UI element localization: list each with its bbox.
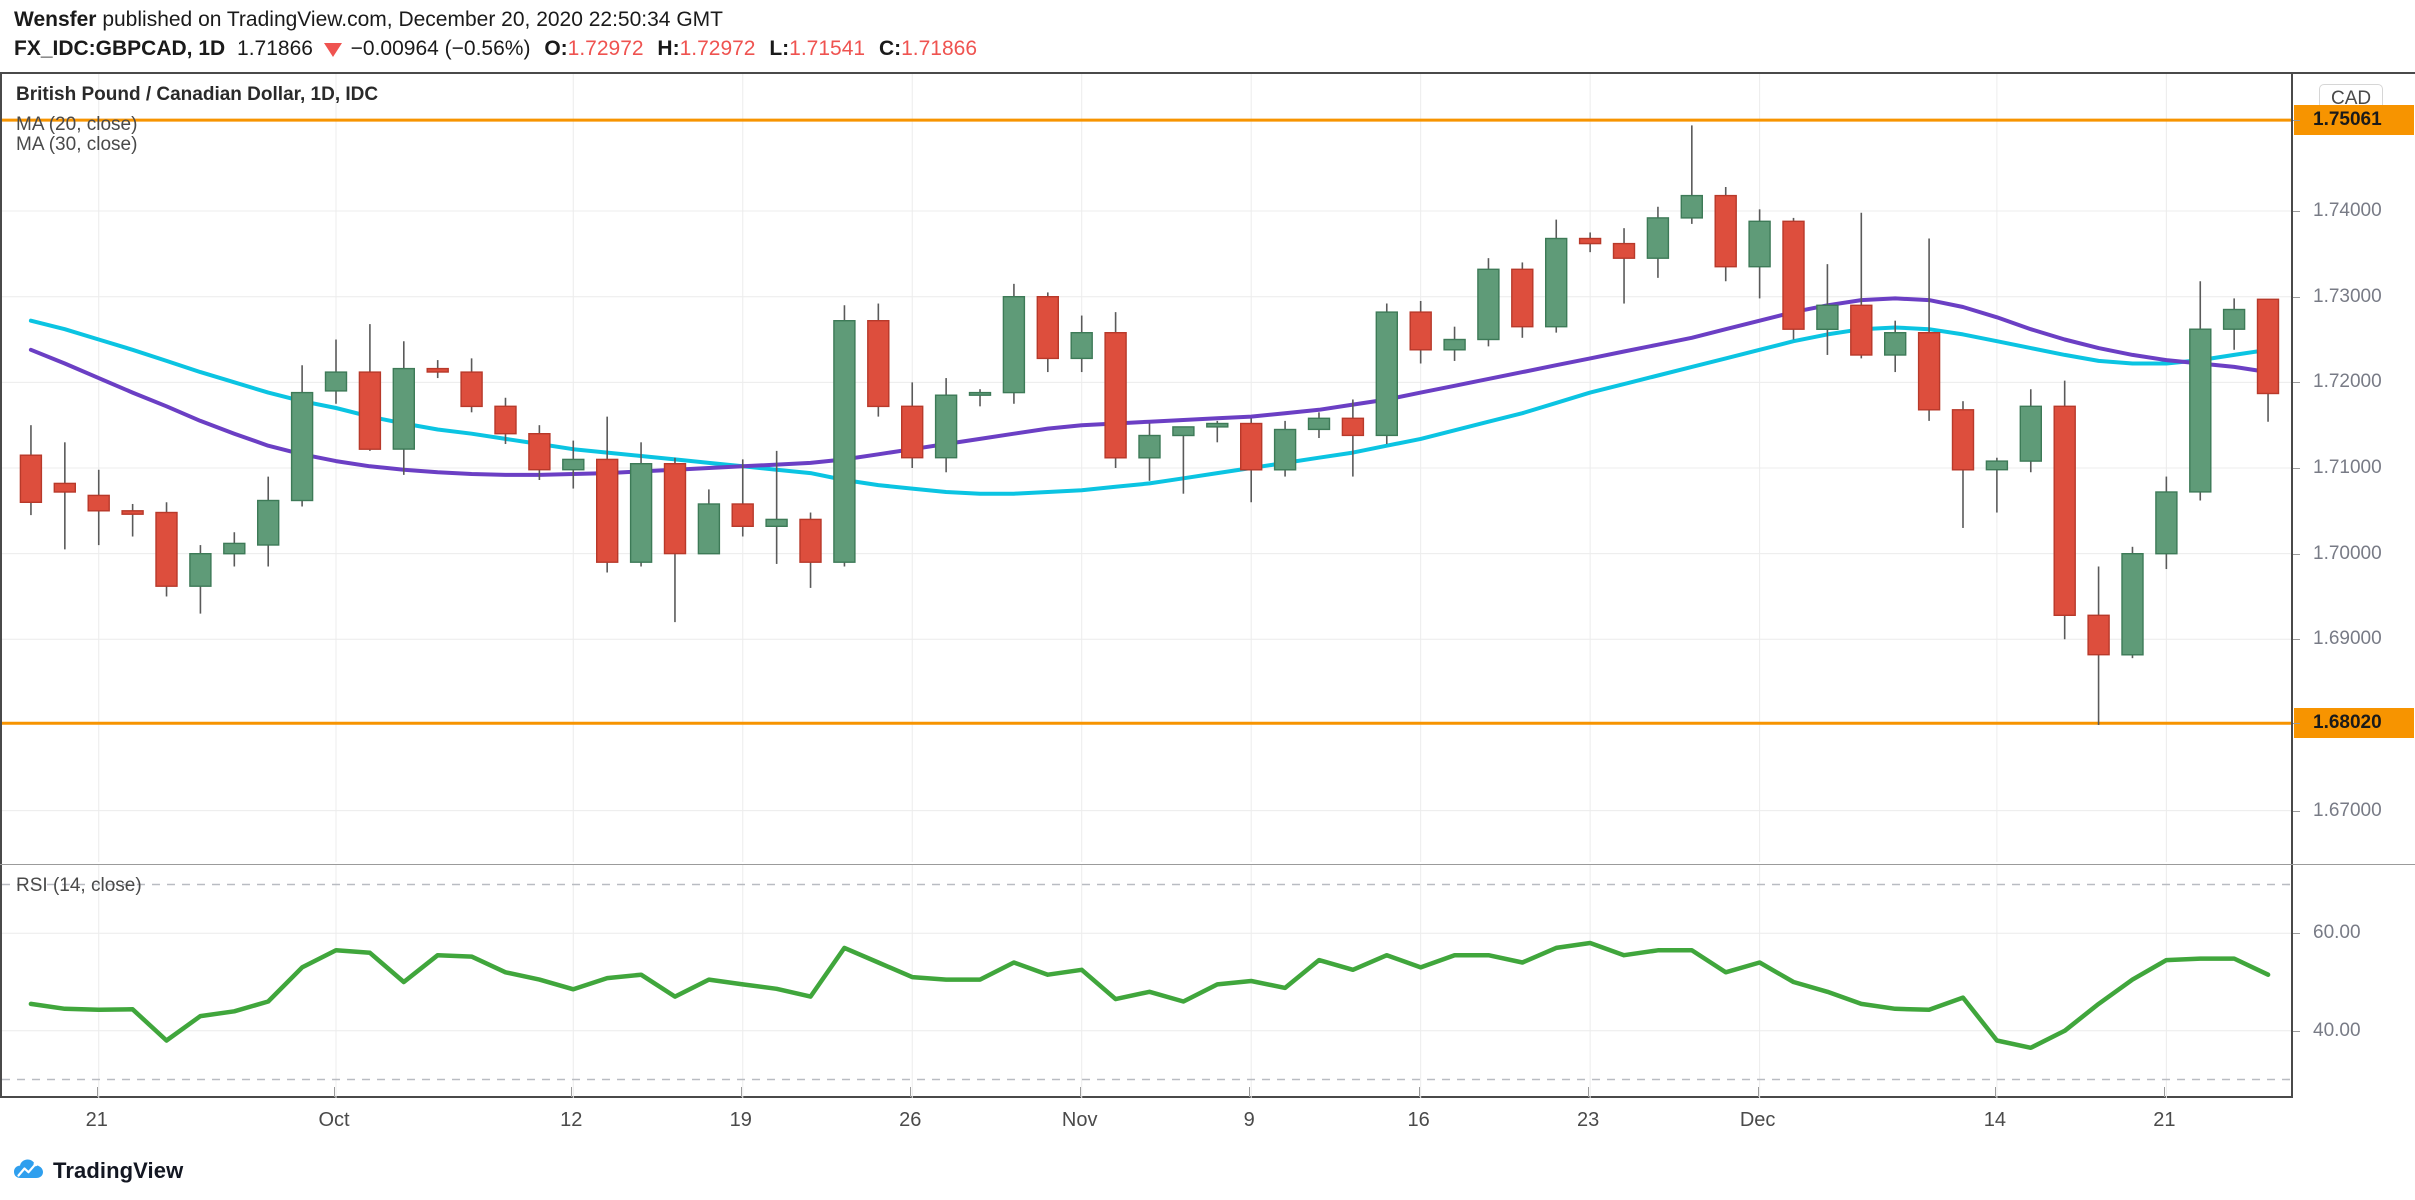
price-axis-label: 1.73000 xyxy=(2313,285,2382,307)
time-axis-tick xyxy=(1249,1087,1251,1097)
time-axis-label: Oct xyxy=(318,1109,350,1131)
price-axis-tick xyxy=(2293,553,2300,555)
high-value: 1.72972 xyxy=(679,37,756,61)
time-axis-tick xyxy=(1418,1087,1420,1097)
footer: TradingView xyxy=(14,1158,183,1184)
open-key: O: xyxy=(544,37,568,61)
publish-text: published on TradingView.com, December 2… xyxy=(102,8,723,31)
price-axis-tick xyxy=(2293,382,2300,384)
rsi-plot xyxy=(2,865,2291,1099)
brand-name: TradingView xyxy=(53,1158,184,1183)
time-axis-tick xyxy=(1757,1087,1759,1097)
time-axis-tick xyxy=(1588,1087,1590,1097)
rsi-axis-tick xyxy=(2293,1030,2300,1032)
open-value: 1.72972 xyxy=(567,37,644,61)
rsi-axis-label: 60.00 xyxy=(2313,922,2361,944)
time-axis-label: 19 xyxy=(729,1109,752,1131)
price-axis-tick xyxy=(2293,639,2300,641)
close-value: 1.71866 xyxy=(901,37,978,61)
low-key: L: xyxy=(769,37,790,61)
rsi-axis-tick xyxy=(2293,933,2300,935)
upper-price-line-badge[interactable]: 1.75061 xyxy=(2294,105,2414,136)
time-axis-label: 21 xyxy=(2153,1109,2176,1131)
price-axis[interactable]: CAD 1.74000 1.73000 1.72000 1.71000 1.70000 1… xyxy=(2293,74,2415,864)
triangle-down-icon xyxy=(323,43,342,58)
price-pane[interactable]: British Pound / Canadian Dollar, 1D, IDC… xyxy=(0,74,2293,864)
time-axis-label: Nov xyxy=(1061,1109,1098,1131)
price-axis-tick xyxy=(2293,468,2300,469)
price-axis-label: 1.67000 xyxy=(2313,799,2382,821)
price-line-tick xyxy=(2293,723,2300,725)
rsi-axis[interactable]: 60.00 40.00 xyxy=(2293,865,2415,1100)
candlestick-plot xyxy=(2,74,2291,862)
time-axis-label: 23 xyxy=(1577,1109,1600,1131)
low-value: 1.71541 xyxy=(789,37,866,61)
chart-frame: British Pound / Canadian Dollar, 1D, IDC… xyxy=(0,72,2415,1100)
time-axis-label: 21 xyxy=(85,1109,108,1131)
price-axis-label: 1.74000 xyxy=(2313,200,2382,222)
time-axis-label: 12 xyxy=(560,1109,583,1131)
time-axis[interactable]: 21 Oct 12 19 26 Nov 9 16 23 Dec 14 21 xyxy=(0,1087,2415,1142)
ma30-legend[interactable]: MA (30, close) xyxy=(16,134,138,155)
rsi-axis-label: 40.00 xyxy=(2313,1019,2361,1041)
ma20-legend[interactable]: MA (20, close) xyxy=(16,114,138,135)
time-axis-label: 9 xyxy=(1243,1109,1255,1131)
time-axis-tick xyxy=(334,1087,335,1097)
price-axis-tick xyxy=(2293,810,2300,812)
time-axis-tick xyxy=(740,1087,742,1097)
high-key: H: xyxy=(657,37,680,61)
chart-header: Wensfer published on TradingView.com, De… xyxy=(14,6,2394,64)
time-axis-label: 16 xyxy=(1407,1109,1430,1131)
rsi-legend[interactable]: RSI (14, close) xyxy=(16,875,142,896)
author-name: Wensfer xyxy=(14,8,97,31)
rsi-pane[interactable]: RSI (14, close) xyxy=(0,865,2293,1100)
price-change: −0.00964 (−0.56%) xyxy=(350,37,531,61)
time-axis-label: 26 xyxy=(899,1109,922,1131)
price-axis-tick xyxy=(2293,211,2300,213)
price-axis-label: 1.71000 xyxy=(2313,457,2382,478)
close-key: C: xyxy=(878,37,902,61)
last-price: 1.71866 xyxy=(237,37,313,61)
chart-title-legend: British Pound / Canadian Dollar, 1D, IDC xyxy=(16,84,379,105)
publish-line: Wensfer published on TradingView.com, De… xyxy=(14,6,2394,34)
tradingview-logo-icon xyxy=(14,1159,43,1178)
price-axis-label: 1.70000 xyxy=(2313,542,2382,564)
time-axis-label: Dec xyxy=(1739,1109,1776,1131)
time-axis-tick xyxy=(1079,1087,1081,1097)
price-axis-tick xyxy=(2293,296,2300,298)
pane-divider xyxy=(0,864,2415,865)
time-axis-tick xyxy=(1994,1087,1996,1097)
time-axis-tick xyxy=(910,1087,912,1097)
time-axis-label: 14 xyxy=(1983,1109,2006,1131)
quote-line: FX_IDC:GBPCAD, 1D 1.71866 −0.00964 (−0.5… xyxy=(14,35,2394,63)
time-axis-tick xyxy=(571,1087,573,1097)
price-line-tick xyxy=(2293,120,2300,122)
time-axis-tick xyxy=(2164,1087,2166,1097)
lower-price-line-badge[interactable]: 1.68020 xyxy=(2294,708,2414,739)
time-axis-tick xyxy=(96,1087,98,1097)
price-axis-label: 1.69000 xyxy=(2313,628,2382,650)
symbol-label: FX_IDC:GBPCAD, 1D xyxy=(14,37,226,61)
price-axis-label: 1.72000 xyxy=(2313,371,2382,393)
